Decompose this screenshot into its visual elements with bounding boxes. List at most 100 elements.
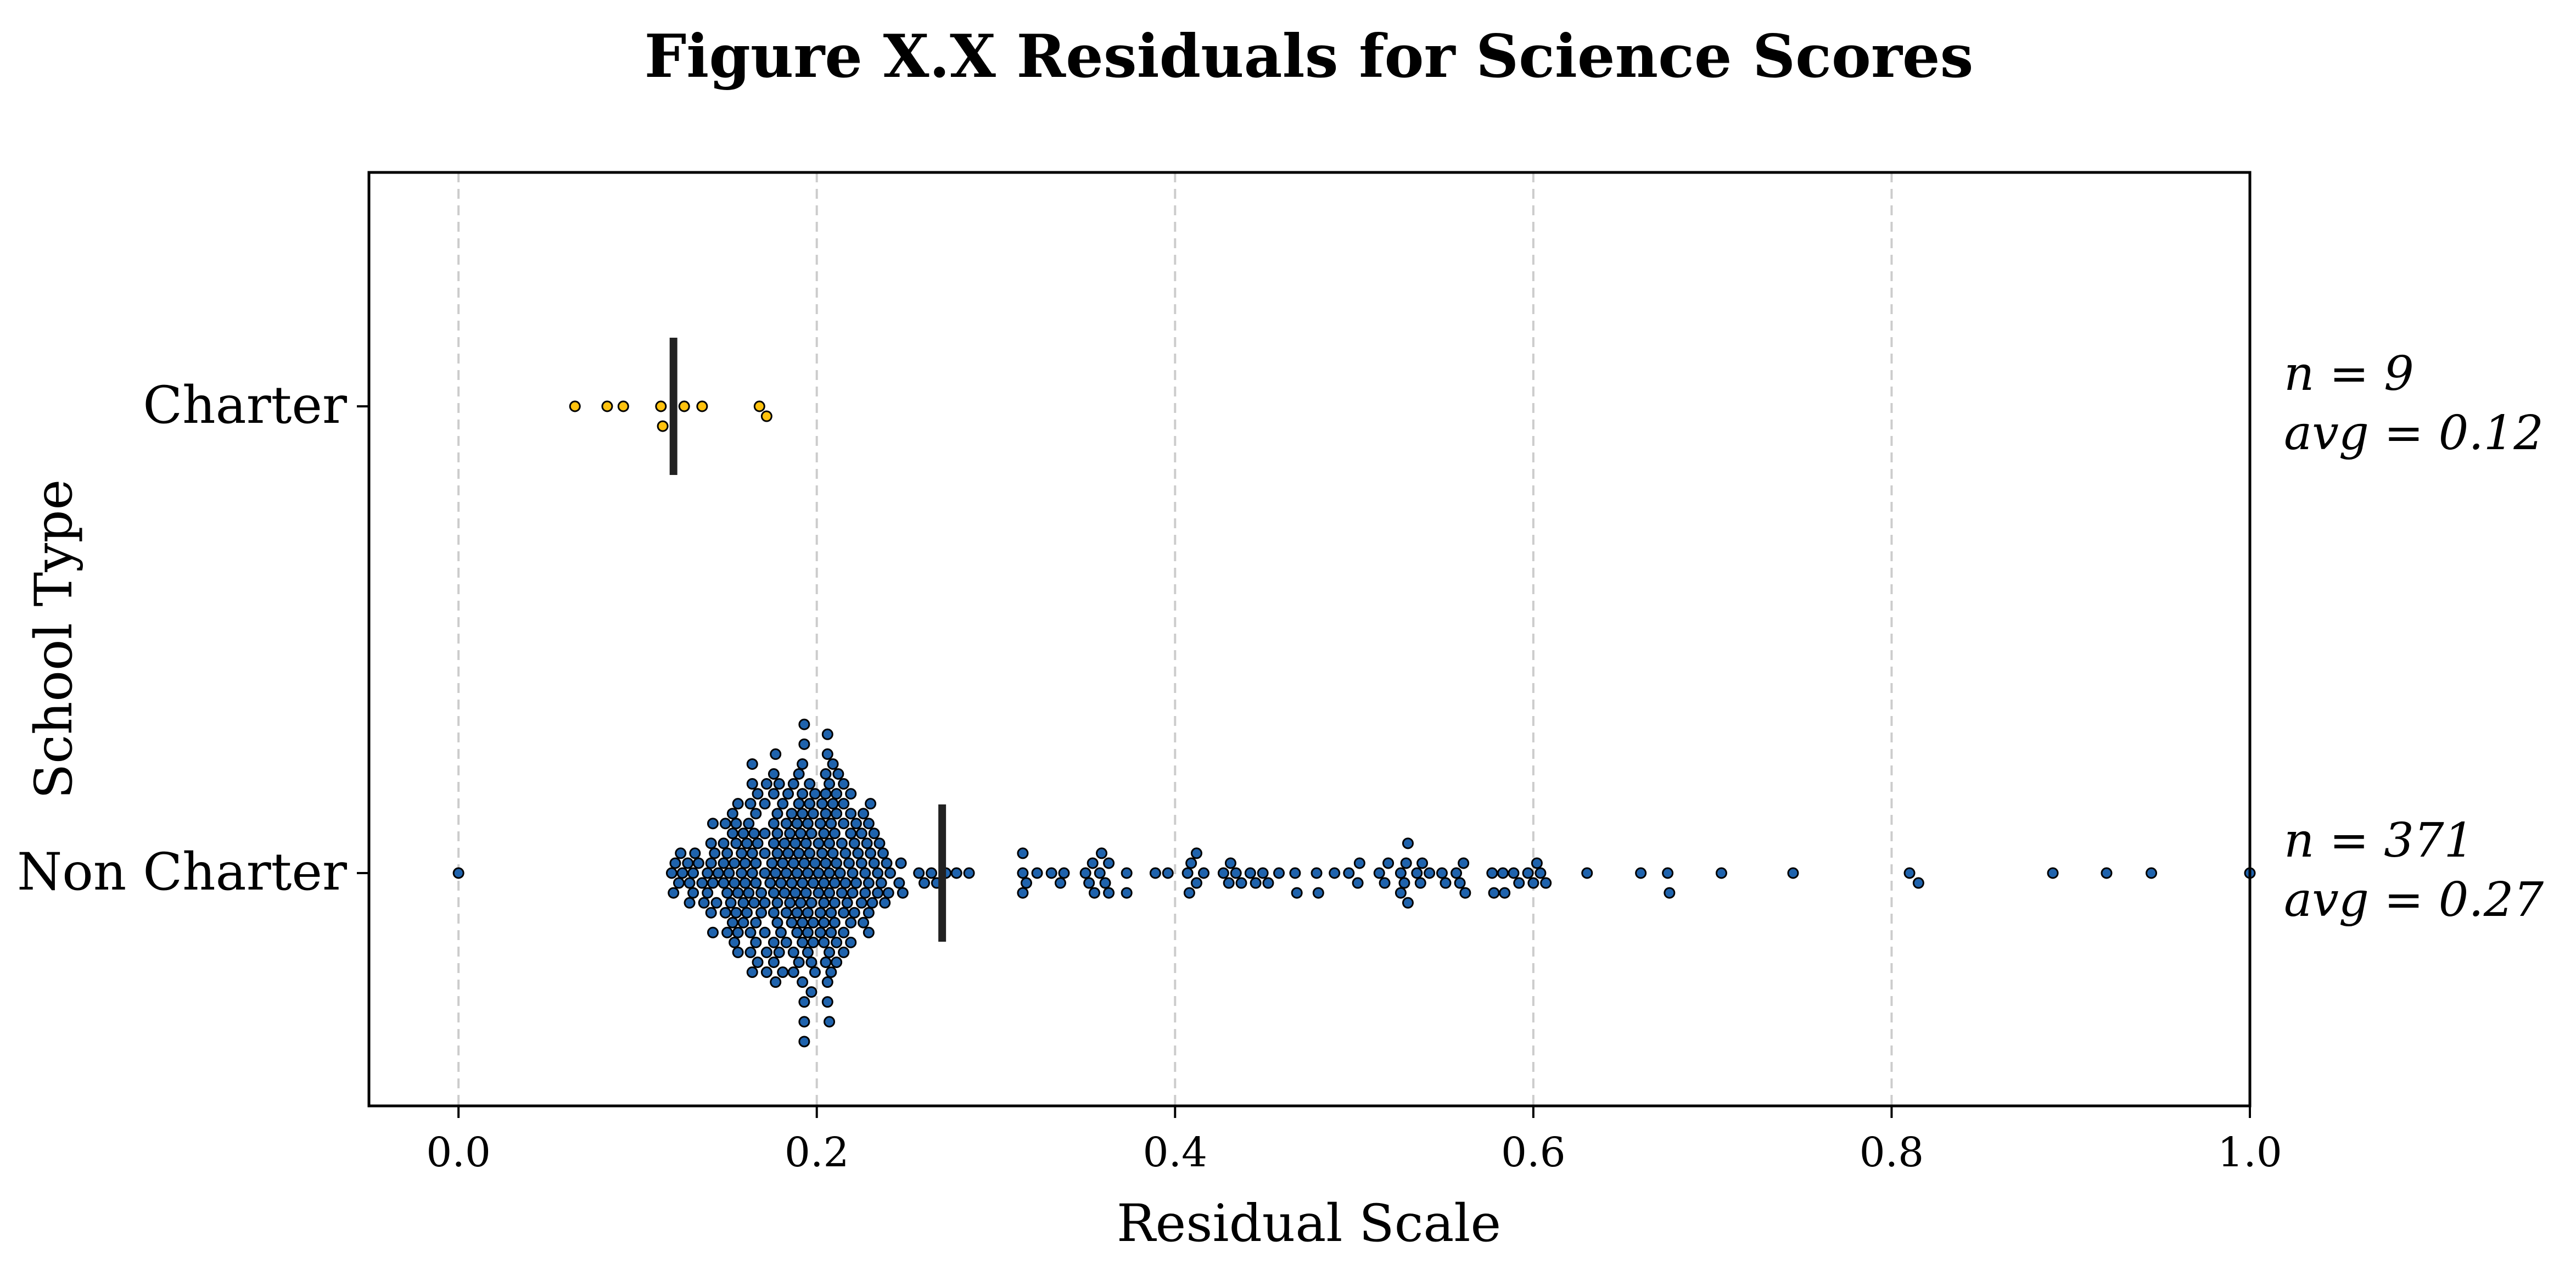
data-point [1190, 877, 1202, 889]
data-point [750, 916, 762, 929]
data-point [1088, 887, 1100, 899]
data-point [1083, 877, 1095, 889]
data-point [824, 867, 836, 879]
data-point [771, 827, 783, 840]
data-point [838, 778, 850, 790]
data-point [1398, 877, 1410, 889]
data-point [838, 907, 850, 919]
data-point [787, 946, 799, 958]
data-point [884, 867, 896, 879]
data-point [1527, 877, 1539, 889]
data-point [739, 877, 751, 889]
data-point [838, 926, 850, 938]
y-axis-ticks: Charter Non Charter [17, 376, 369, 902]
data-point [1343, 867, 1355, 879]
data-point [696, 877, 708, 889]
data-point [766, 857, 778, 869]
data-point [1581, 867, 1593, 879]
data-point [872, 887, 884, 899]
data-point [1373, 867, 1385, 879]
data-point [768, 907, 780, 919]
data-point [2101, 867, 2113, 879]
data-point [828, 827, 841, 840]
data-point [746, 867, 758, 879]
data-point [828, 897, 841, 909]
data-point [831, 857, 843, 869]
data-point [1531, 857, 1543, 869]
data-point [759, 867, 771, 879]
data-point [1230, 867, 1242, 879]
data-point [726, 916, 738, 929]
data-point [831, 788, 843, 800]
data-point [800, 887, 812, 899]
data-point [1054, 877, 1066, 889]
data-point [836, 837, 848, 849]
data-point [825, 966, 837, 978]
data-point [718, 857, 730, 869]
data-point [797, 877, 809, 889]
data-point [682, 857, 694, 869]
data-point [855, 827, 867, 840]
data-point [750, 808, 762, 820]
data-point [875, 877, 887, 889]
annotation-charter: n = 9 avg = 0.12 [2284, 346, 2544, 461]
charter-n-text: n = 9 [2284, 346, 2414, 401]
data-point [813, 837, 825, 849]
data-point [807, 916, 819, 929]
data-point [773, 946, 785, 958]
data-point [1395, 887, 1407, 899]
data-point [1424, 867, 1436, 879]
data-point [786, 916, 798, 929]
data-point [818, 936, 830, 948]
data-point [793, 768, 805, 780]
data-point [820, 857, 832, 869]
data-point [746, 966, 758, 978]
data-point [918, 877, 930, 889]
data-point [868, 857, 880, 869]
data-point [1903, 867, 1916, 879]
data-point [838, 818, 850, 830]
data-point [771, 916, 783, 929]
data-point [692, 857, 704, 869]
data-point [729, 936, 741, 948]
data-point [777, 966, 789, 978]
data-point [1103, 857, 1115, 869]
data-point [845, 788, 857, 800]
data-point [828, 916, 841, 929]
data-point [2047, 867, 2059, 879]
data-point [748, 897, 760, 909]
data-point [730, 837, 742, 849]
data-point [732, 926, 744, 938]
data-point [813, 887, 825, 899]
data-point [843, 857, 855, 869]
data-point [782, 788, 794, 800]
data-point [824, 887, 836, 899]
data-point [760, 946, 772, 958]
data-point [1224, 857, 1236, 869]
data-point [816, 847, 828, 859]
data-point [687, 887, 699, 899]
data-point [879, 897, 891, 909]
data-point [1488, 887, 1500, 899]
data-point [1715, 867, 1727, 879]
data-point [820, 788, 832, 800]
data-point [768, 956, 780, 968]
data-point [705, 857, 717, 869]
data-point [805, 827, 817, 840]
data-point [789, 887, 802, 899]
data-point [852, 847, 864, 859]
data-point [673, 877, 685, 889]
data-point [855, 857, 867, 869]
data-point [1217, 867, 1229, 879]
data-point [770, 867, 782, 879]
data-point [1291, 887, 1303, 899]
data-point [1353, 857, 1365, 869]
data-point [741, 907, 753, 919]
data-point [963, 867, 975, 879]
data-point [732, 946, 744, 958]
data-point [848, 907, 860, 919]
data-point [1451, 867, 1463, 879]
data-point [1414, 877, 1426, 889]
data-point [725, 897, 737, 909]
data-point [1329, 867, 1341, 879]
